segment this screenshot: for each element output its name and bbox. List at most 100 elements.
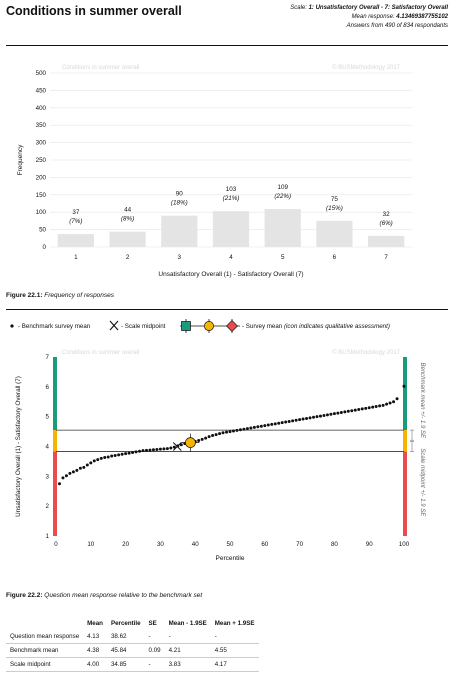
benchmark-point	[305, 416, 309, 420]
benchmark-point	[82, 465, 86, 469]
bar-value-label: 90	[176, 191, 184, 198]
benchmark-point	[284, 420, 288, 424]
y-tick-label: 200	[36, 174, 47, 181]
benchmark-point	[144, 448, 148, 452]
bar	[109, 231, 146, 247]
bar-percent-label: (18%)	[171, 200, 188, 207]
benchmark-point	[225, 430, 229, 434]
benchmark-point	[332, 412, 336, 416]
stats-header-row: Mean Percentile SE Mean - 1.9SE Mean + 1…	[6, 617, 259, 630]
benchmark-point	[89, 461, 93, 465]
divider-mid	[6, 309, 448, 310]
benchmark-point	[162, 447, 166, 451]
answers-info: Answers from 490 of 834 respondants	[346, 23, 448, 29]
y-tick-label: 100	[36, 209, 47, 216]
benchmark-point	[249, 426, 253, 430]
benchmark-point	[64, 474, 68, 478]
benchmark-point	[346, 409, 350, 413]
benchmark-point	[336, 411, 340, 415]
x-axis-label: Percentile	[216, 555, 245, 562]
bar	[161, 215, 198, 247]
benchmark-point	[315, 415, 319, 419]
benchmark-point	[61, 476, 65, 480]
bar-value-label: 109	[277, 184, 288, 191]
bar	[57, 234, 94, 247]
benchmark-point	[103, 456, 107, 460]
benchmark-point	[141, 449, 145, 453]
x-tick-label: 4	[229, 254, 233, 261]
benchmark-point	[242, 427, 246, 431]
benchmark-point	[204, 436, 208, 440]
table-cell: 0.09	[144, 643, 165, 658]
benchmark-dot-icon	[10, 324, 14, 328]
benchmark-point	[238, 428, 242, 432]
y-tick-label: 500	[36, 70, 47, 77]
stats-header-cell: Mean - 1.9SE	[168, 620, 207, 627]
benchmark-point	[360, 407, 364, 411]
bar	[316, 220, 353, 247]
benchmark-point	[374, 405, 378, 409]
benchmark-point	[218, 432, 222, 436]
x-tick-label: 10	[87, 541, 94, 548]
y-tick-label: 3	[46, 473, 50, 480]
benchmark-point	[291, 419, 295, 423]
figure1-caption: Figure 22.1: Frequency of responses	[6, 292, 114, 299]
bar-percent-label: (21%)	[223, 195, 240, 202]
zone-red	[53, 451, 57, 536]
y-tick-label: 50	[39, 227, 46, 234]
table-cell: Benchmark mean	[6, 643, 84, 658]
table-cell: -	[144, 657, 165, 672]
benchmark-point	[395, 397, 399, 401]
red-diamond-icon	[226, 320, 238, 332]
x-tick-label: 100	[399, 541, 410, 548]
x-tick-label: 30	[157, 541, 164, 548]
x-tick-label: 1	[74, 254, 78, 261]
benchmark-point	[214, 433, 218, 437]
figure1-label: Figure 22.1:	[6, 292, 43, 299]
legend-survey-note: (icon indicates qualitative assessment)	[283, 323, 390, 330]
y-axis-label: Frequency	[17, 144, 24, 175]
scale-value: 1: Unsatisfactory Overall - 7: Satisfact…	[308, 5, 448, 11]
amber-circle-icon	[204, 321, 214, 331]
benchmark-point	[120, 452, 124, 456]
right-label-midpoint: Scale midpoint +/- 1.9 SE	[419, 448, 425, 517]
bar-value-label: 37	[72, 209, 80, 216]
y-tick-label: 0	[43, 244, 47, 251]
table-cell: 4.13	[83, 630, 107, 644]
benchmark-point	[148, 448, 152, 452]
y-tick-label: 150	[36, 192, 47, 199]
table-cell: 4.21	[164, 643, 211, 658]
survey-mean-icons	[180, 319, 240, 333]
x-tick-label: 20	[122, 541, 129, 548]
benchmark-point	[151, 448, 155, 452]
benchmark-point	[75, 468, 79, 472]
zone-green	[403, 357, 407, 431]
table-cell: -	[164, 630, 211, 644]
benchmark-point	[402, 384, 406, 388]
table-row: Scale midpoint 4.00 34.85 - 3.83 4.17	[6, 657, 259, 672]
legend-icons	[10, 319, 240, 333]
figure2-caption: Figure 22.2: Question mean response rela…	[6, 592, 202, 599]
bar-value-label: 44	[124, 207, 132, 214]
benchmark-point	[259, 424, 263, 428]
bar-value-label: 32	[383, 211, 391, 218]
benchmark-point	[318, 414, 322, 418]
bar-value-label: 75	[331, 196, 339, 203]
x-tick-label: 6	[333, 254, 337, 261]
table-cell: 38.62	[106, 630, 145, 644]
benchmark-point	[263, 424, 267, 428]
x-tick-label: 60	[261, 541, 268, 548]
bar-percent-label: (7%)	[69, 218, 82, 225]
benchmark-point	[392, 400, 396, 404]
legend: - Benchmark survey mean - Scale midpoint…	[6, 319, 446, 335]
y-tick-label: 400	[36, 105, 47, 112]
benchmark-point	[200, 437, 204, 441]
benchmark-point	[124, 452, 128, 456]
zone-amber	[403, 430, 407, 452]
divider-top	[6, 45, 448, 46]
benchmark-point	[280, 421, 284, 425]
stats-header-cell: SE	[148, 620, 157, 627]
y-tick-label: 1	[46, 533, 50, 540]
figure2-text: Question mean response relative to the b…	[42, 592, 203, 599]
x-axis-label: Unsatisfactory Overall (1) - Satisfactor…	[158, 271, 303, 278]
